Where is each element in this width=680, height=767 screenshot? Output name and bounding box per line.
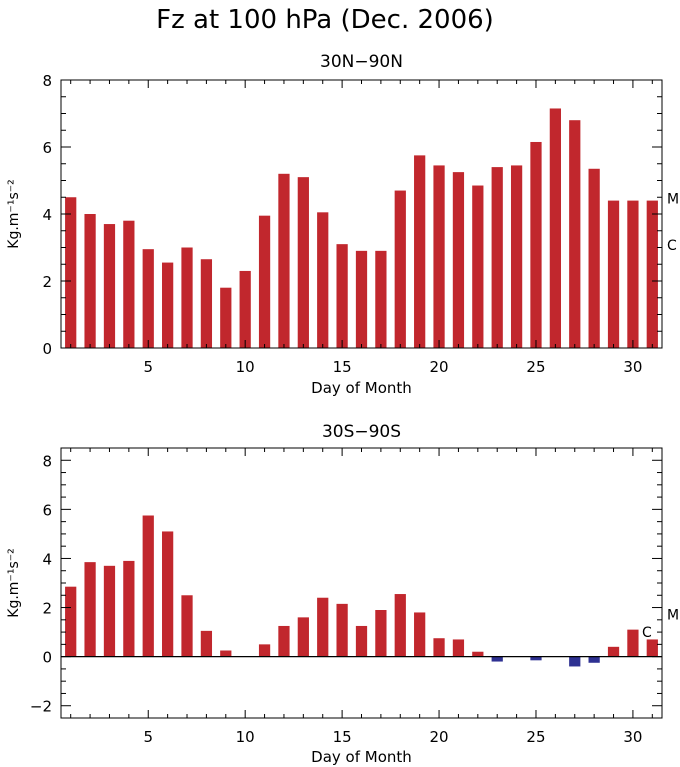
nh-bar-day-20 <box>433 165 445 348</box>
nh-bar-day-18 <box>394 190 406 348</box>
sh-bar-day-30 <box>627 629 639 657</box>
sh-bar-day-3 <box>103 565 116 657</box>
nh-bar-day-19 <box>414 155 426 348</box>
sh-bar-day-13 <box>297 617 309 657</box>
sh-bar-day-11 <box>258 644 271 657</box>
sh-bar-day-22 <box>472 651 484 657</box>
nh-xtick-label: 15 <box>333 358 352 376</box>
sh-marker-m: M <box>667 608 679 624</box>
sh-bar-day-8 <box>200 630 213 657</box>
nh-xtick-label: 25 <box>526 358 545 376</box>
nh-xtick-label: 20 <box>430 358 449 376</box>
figure-title: Fz at 100 hPa (Dec. 2006) <box>156 5 494 35</box>
sh-bar-day-29 <box>607 646 620 657</box>
nh-ytick-label: 2 <box>42 273 52 291</box>
nh-bar-day-27 <box>569 120 581 348</box>
nh-xtick-label: 30 <box>623 358 642 376</box>
nh-bar-day-11 <box>258 215 271 348</box>
sh-xaxis-label: Day of Month <box>311 748 412 766</box>
nh-bar-day-17 <box>375 250 387 348</box>
nh-bar-day-8 <box>200 259 213 348</box>
nh-bar-day-1 <box>65 197 77 348</box>
nh-bar-day-3 <box>103 224 116 348</box>
nh-bar-day-7 <box>181 247 193 348</box>
nh-ytick-label: 8 <box>42 72 52 90</box>
sh-bar-day-31 <box>646 639 658 657</box>
nh-bar-day-13 <box>297 177 309 348</box>
nh-bar-day-24 <box>510 165 523 348</box>
sh-xtick-label: 15 <box>333 728 352 746</box>
nh-bar-day-23 <box>491 167 503 348</box>
sh-bar-day-17 <box>375 610 387 657</box>
sh-bar-day-1 <box>65 586 77 657</box>
sh-bar-day-9 <box>220 650 232 657</box>
nh-marker-m: M <box>667 191 679 207</box>
sh-ytick-label: 2 <box>42 600 52 618</box>
sh-ytick-label: 4 <box>42 550 52 568</box>
nh-bar-day-26 <box>549 108 561 348</box>
nh-bar-day-2 <box>84 214 96 348</box>
sh-bar-day-15 <box>336 603 348 657</box>
nh-bar-day-9 <box>220 287 232 348</box>
nh-bar-day-10 <box>239 270 251 348</box>
sh-ytick-label: −2 <box>30 698 52 716</box>
sh-bar-day-23 <box>491 656 503 662</box>
sh-bar-day-28 <box>588 656 600 663</box>
nh-ytick-label: 4 <box>42 206 52 224</box>
sh-bar-day-7 <box>181 595 193 657</box>
sh-bar-day-16 <box>355 625 368 657</box>
sh-bar-day-21 <box>452 639 465 657</box>
sh-ytick-label: 0 <box>42 649 52 667</box>
sh-marker-c: C <box>642 625 652 641</box>
nh-ytick-label: 0 <box>42 340 52 358</box>
nh-bar-day-28 <box>588 168 600 348</box>
nh-bar-day-6 <box>162 262 174 348</box>
sh-xtick-label: 30 <box>623 728 642 746</box>
sh-bar-day-20 <box>433 638 445 657</box>
nh-bar-day-21 <box>452 172 465 348</box>
sh-ytick-label: 8 <box>42 452 52 470</box>
nh-bar-day-30 <box>627 200 639 348</box>
sh-xtick-label: 25 <box>526 728 545 746</box>
nh-bar-day-22 <box>472 185 484 348</box>
nh-marker-c: C <box>667 238 677 254</box>
nh-ytick-label: 6 <box>42 139 52 157</box>
nh-xtick-label: 10 <box>236 358 255 376</box>
sh-bar-day-5 <box>142 515 154 657</box>
sh-bar-day-25 <box>530 656 542 661</box>
sh-bar-day-27 <box>569 656 581 667</box>
nh-bar-day-25 <box>530 141 542 348</box>
nh-xtick-label: 5 <box>143 358 153 376</box>
sh-bar-day-2 <box>84 562 96 657</box>
nh-bar-day-4 <box>123 220 135 348</box>
sh-bar-day-4 <box>123 560 135 657</box>
nh-bar-day-31 <box>646 200 658 348</box>
nh-panel-title: 30N−90N <box>320 52 403 72</box>
nh-yaxis-label: Kg.m⁻¹s⁻² <box>6 179 22 248</box>
sh-bar-day-12 <box>278 625 290 657</box>
nh-bar-day-15 <box>336 244 348 348</box>
sh-panel-title: 30S−90S <box>322 422 401 442</box>
nh-xaxis-label: Day of Month <box>311 379 412 397</box>
sh-bar-day-14 <box>317 597 329 657</box>
nh-bar-day-14 <box>317 212 329 348</box>
sh-yaxis-label: Kg.m⁻¹s⁻² <box>6 548 22 617</box>
nh-bar-day-29 <box>607 200 620 348</box>
sh-bar-day-18 <box>394 594 406 657</box>
sh-ytick-label: 6 <box>42 501 52 519</box>
sh-xtick-label: 20 <box>430 728 449 746</box>
sh-xtick-label: 10 <box>236 728 255 746</box>
sh-bar-day-19 <box>414 612 426 657</box>
sh-xtick-label: 5 <box>143 728 153 746</box>
nh-bar-day-5 <box>142 249 154 348</box>
nh-bar-day-16 <box>355 250 368 348</box>
sh-bar-day-6 <box>162 531 174 657</box>
nh-bar-day-12 <box>278 173 290 348</box>
